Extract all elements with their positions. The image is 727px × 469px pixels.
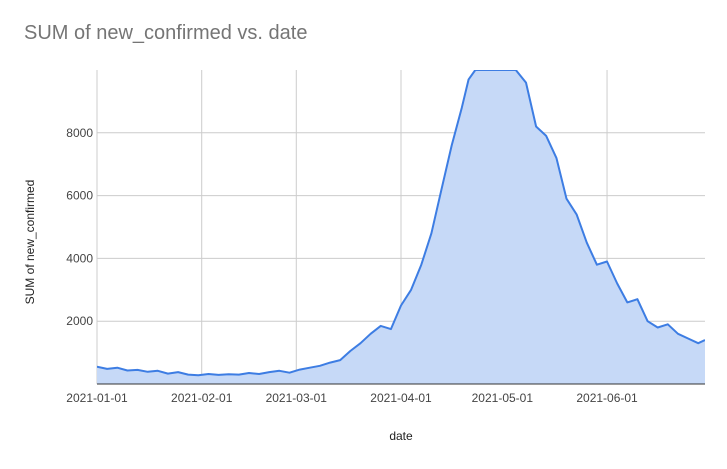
y-tick-label: 2000 — [66, 314, 93, 328]
x-tick-label: 2021-04-01 — [370, 391, 432, 405]
x-axis-title: date — [389, 429, 413, 443]
plot-layer — [97, 70, 705, 384]
y-axis-title: SUM of new_confirmed — [23, 180, 37, 305]
x-tick-label: 2021-05-01 — [472, 391, 534, 405]
series-area — [97, 70, 705, 384]
chart-title: SUM of new_confirmed vs. date — [24, 22, 308, 44]
x-tick-label: 2021-06-01 — [576, 391, 638, 405]
x-tick-label: 2021-01-01 — [66, 391, 128, 405]
axis-layer: 2000 4000 6000 8000 2021-01-01 2021-02-01 2021… — [66, 126, 705, 405]
y-tick-label: 4000 — [66, 251, 93, 265]
y-tick-label: 8000 — [66, 126, 93, 140]
y-tick-label: 6000 — [66, 189, 93, 203]
x-tick-label: 2021-02-01 — [171, 391, 233, 405]
x-tick-label: 2021-03-01 — [266, 391, 328, 405]
series-line — [97, 70, 705, 377]
